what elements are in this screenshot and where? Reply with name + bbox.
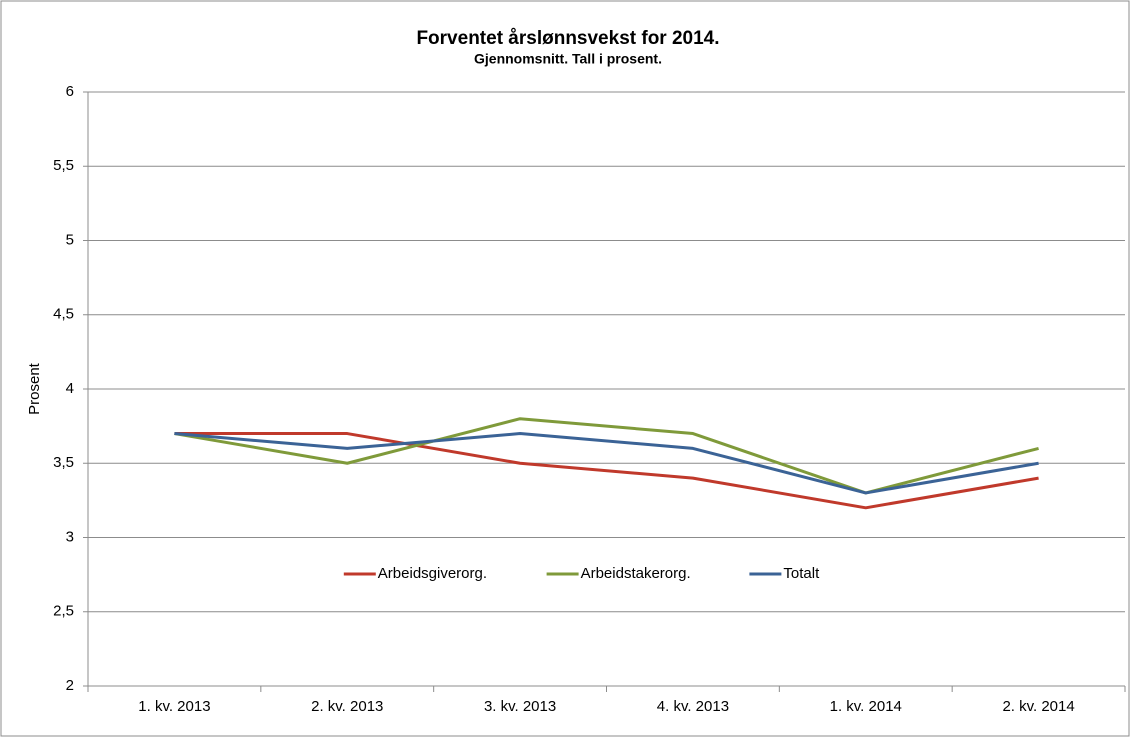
x-tick-label: 3. kv. 2013 [484, 698, 556, 715]
y-tick-label: 3,5 [53, 454, 74, 471]
x-tick-label: 2. kv. 2013 [311, 698, 383, 715]
y-tick-label: 2,5 [53, 603, 74, 620]
x-tick-label: 2. kv. 2014 [1002, 698, 1074, 715]
chart-subtitle: Gjennomsnitt. Tall i prosent. [474, 51, 662, 67]
y-axis-label: Prosent [26, 362, 43, 415]
chart-title: Forventet årslønnsvekst for 2014. [416, 28, 719, 49]
y-tick-label: 2 [66, 677, 74, 694]
y-tick-label: 4,5 [53, 306, 74, 323]
series-line [174, 432, 1039, 495]
x-tick-label: 1. kv. 2014 [830, 698, 902, 715]
y-tick-label: 4 [66, 380, 74, 397]
y-tick-label: 5,5 [53, 157, 74, 174]
legend-label: Arbeidstakerorg. [581, 565, 691, 582]
x-tick-label: 4. kv. 2013 [657, 698, 729, 715]
x-tick-label: 1. kv. 2013 [138, 698, 210, 715]
series-line [174, 417, 1039, 495]
legend-label: Totalt [783, 565, 820, 582]
series-line [174, 432, 1039, 510]
legend-label: Arbeidsgiverorg. [378, 565, 487, 582]
y-tick-label: 5 [66, 231, 74, 248]
y-tick-label: 3 [66, 528, 74, 545]
y-tick-label: 6 [66, 83, 74, 100]
